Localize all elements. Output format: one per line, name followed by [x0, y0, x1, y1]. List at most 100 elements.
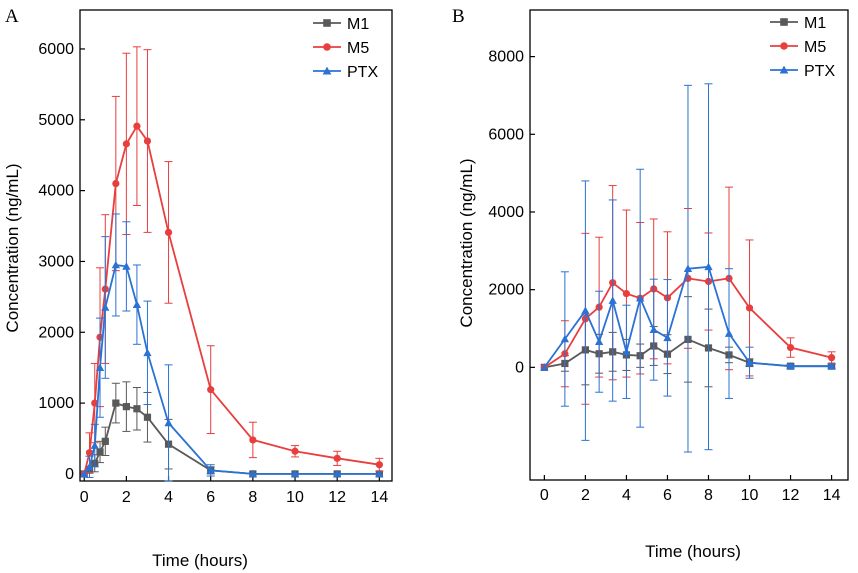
panel-a-ptx-point: [132, 300, 142, 308]
panel-a-m1-point: [112, 399, 120, 407]
panel-a-x-tick-label: 0: [80, 489, 89, 506]
panel-a-x-tick-label: 14: [370, 489, 388, 506]
panel-b-legend-ptx-label: PTX: [804, 63, 835, 80]
panel-b-ptx-point: [581, 306, 590, 314]
panel-a-m5-point: [333, 454, 341, 462]
panel-b-y-tick-label: 8000: [488, 49, 524, 66]
panel-a-ptx-point: [122, 262, 131, 270]
panel-b-legend-m5-marker: [780, 42, 788, 50]
panel-b-plot-frame: [529, 9, 849, 481]
panel-b-y-tick-label: 0: [515, 359, 524, 376]
panel-a-m5-point: [85, 449, 94, 457]
panel-a-x-tick-label: 10: [286, 489, 304, 506]
panel-a-x-tick-label: 8: [248, 489, 257, 506]
panel-b-m5-point: [622, 289, 631, 298]
panel-b-x-tick-label: 8: [704, 487, 713, 504]
panel-a-x-tick-label: 4: [164, 489, 173, 506]
panel-b-letter: B: [452, 6, 465, 27]
panel-a-m5-point: [133, 122, 141, 130]
panel-a: A Time (hours) Concentration (ng/mL) 0 2 4…: [3, 6, 393, 570]
panel-a-x-tick-label: 2: [122, 489, 131, 506]
panel-a-ptx-point: [333, 469, 342, 478]
panel-b-x-tick-label: 12: [782, 487, 800, 504]
panel-b: B Time (hours) Concentration (ng/mL) 0 2 4…: [452, 6, 849, 561]
panel-a-y-tick-label: 5000: [38, 112, 74, 129]
panel-a-m5-point: [291, 447, 299, 455]
panel-a-legend-ptx-marker: [322, 66, 332, 75]
panel-a-legend-m1-label: M1: [347, 16, 369, 33]
panel-b-y-tick-label: 4000: [488, 204, 524, 221]
panel-b-ptx-point: [560, 334, 570, 343]
panel-b-ptx-point: [649, 325, 658, 333]
panel-b-x-tick-label: 10: [741, 487, 759, 504]
panel-a-y-tick-label: 6000: [38, 41, 74, 58]
panel-b-legend-m1-label: M1: [804, 15, 826, 32]
panel-b-ptx-point: [636, 294, 645, 302]
panel-a-ptx-point: [111, 260, 120, 269]
panel-b-ptx-point: [594, 337, 604, 346]
panel-a-ptx-point: [95, 363, 105, 371]
panel-b-y-axis-label: Concentration (ng/mL): [457, 158, 476, 327]
panel-b-ptx-point: [827, 362, 836, 370]
panel-a-ptx-point: [80, 469, 89, 478]
panel-a-ptx-point: [101, 303, 110, 311]
panel-a-y-tick-label: 1000: [38, 395, 74, 412]
panel-a-m5-point: [112, 179, 120, 188]
panel-a-m1-point: [96, 448, 104, 456]
panel-b-ptx-point: [704, 262, 713, 271]
panel-a-y-tick-label: 0: [65, 466, 74, 483]
panel-a-ptx-point: [164, 418, 173, 427]
panel-b-y-tick-label: 6000: [488, 126, 524, 143]
panel-a-x-tick-label: 6: [206, 489, 215, 506]
panel-a-m5-point: [249, 436, 257, 444]
panel-b-y-tick-label: 2000: [488, 282, 524, 299]
panel-b-m5-point: [745, 304, 754, 312]
panel-a-ptx-point: [85, 462, 94, 471]
panel-b-x-tick-label: 2: [581, 487, 590, 504]
panel-b-x-tick-label: 0: [540, 487, 549, 504]
panel-a-m1-point: [101, 437, 109, 445]
panel-a-ptx-point: [206, 466, 215, 474]
panel-a-letter: A: [5, 6, 19, 27]
panel-a-m5-line: [83, 124, 380, 475]
panel-b-x-tick-label: 6: [663, 487, 672, 504]
panel-a-y-axis-label: Concentration (ng/mL): [3, 163, 22, 332]
panel-a-m5-point: [207, 386, 215, 394]
panel-b-ptx-point: [724, 329, 734, 337]
panel-b-ptx-point: [786, 362, 795, 370]
panel-a-ptx-point: [248, 469, 258, 478]
panel-b-legend-m5-label: M5: [804, 39, 826, 56]
panel-b-legend-m1-marker: [780, 18, 788, 26]
panel-b-x-axis-label: Time (hours): [645, 542, 741, 561]
panel-a-plot-frame: [79, 9, 393, 482]
panel-a-legend-ptx-label: PTX: [347, 64, 378, 81]
panel-b-ptx-point: [683, 264, 693, 273]
panel-b-m5-point: [827, 354, 836, 362]
panel-a-m5-point: [375, 461, 383, 469]
panel-b-ptx-point: [608, 296, 617, 304]
panel-a-x-tick-label: 12: [328, 489, 346, 506]
panel-a-m1-point: [143, 413, 152, 421]
panel-a-ptx-point: [90, 441, 99, 449]
panel-a-m5-point: [164, 228, 173, 236]
panel-a-x-axis-label: Time (hours): [152, 551, 248, 570]
panel-b-x-tick-label: 14: [823, 487, 841, 504]
panel-a-m5-point: [91, 399, 99, 407]
panel-a-legend-m5-label: M5: [347, 40, 369, 57]
panel-a-m1-point: [122, 403, 130, 411]
panel-b-ptx-point: [540, 363, 549, 371]
panel-a-m1-point: [133, 405, 141, 413]
panel-b-m5-point: [786, 343, 795, 352]
panel-b-legend-ptx-marker: [779, 65, 789, 74]
panel-a-y-tick-label: 3000: [38, 253, 74, 270]
panel-a-ptx-point: [375, 469, 384, 478]
panel-b-ptx-point: [663, 333, 672, 342]
panel-a-ptx-point: [143, 348, 152, 357]
panel-a-y-tick-label: 2000: [38, 324, 74, 341]
panel-a-ptx-line: [83, 264, 380, 475]
panel-a-ptx-point: [290, 469, 300, 478]
panel-b-ptx-point: [622, 347, 631, 356]
panel-a-m5-point: [122, 140, 130, 148]
panel-a-legend-m5-marker: [323, 43, 331, 51]
